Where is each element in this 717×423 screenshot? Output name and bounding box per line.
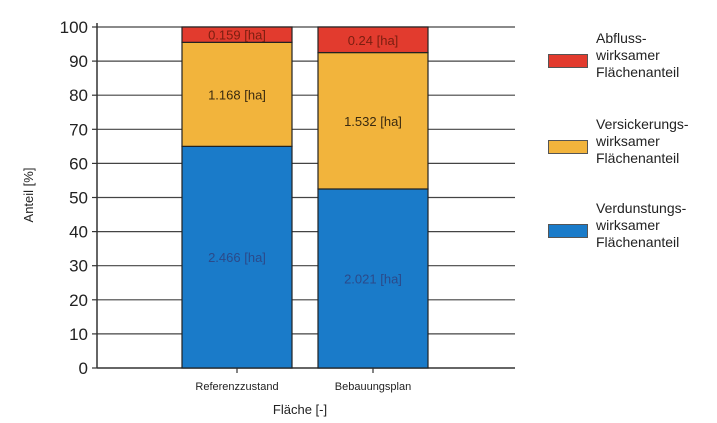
y-tick-label: 90 [69, 52, 88, 71]
grid [92, 26, 515, 369]
y-tick-labels: 0 10 20 30 40 50 60 70 80 90 100 [60, 18, 88, 378]
legend-line: wirksamer [596, 217, 660, 233]
legend-swatch [548, 224, 588, 238]
legend-line: wirksamer [596, 133, 660, 149]
x-axis-label: Fläche [-] [273, 402, 327, 417]
y-tick-label: 60 [69, 154, 88, 173]
x-tick-label: Referenzzustand [195, 381, 278, 393]
legend: Abfluss- wirksamer Flächenanteil Versick… [548, 30, 713, 266]
legend-label: Abfluss- wirksamer Flächenanteil [596, 30, 679, 81]
legend-line: Verdunstungs- [596, 200, 687, 216]
legend-label: Verdunstungs- wirksamer Flächenanteil [596, 200, 686, 251]
legend-swatch [548, 140, 588, 154]
legend-line: Flächenanteil [596, 150, 680, 166]
legend-line: Abfluss- [596, 30, 647, 46]
y-tick-label: 80 [69, 86, 88, 105]
x-tick-label: Bebauungsplan [335, 381, 411, 393]
bars: 2.466 [ha] 1.168 [ha] 0.159 [ha] 2.021 [ha]… [181, 26, 429, 369]
y-tick-label: 100 [60, 18, 88, 37]
y-tick-label: 0 [79, 359, 88, 378]
legend-line: Versickerungs- [596, 116, 689, 132]
data-label: 2.466 [ha] [208, 250, 266, 265]
bar-segment [317, 51, 429, 190]
y-tick-label: 40 [69, 223, 88, 242]
y-tick-label: 20 [69, 291, 88, 310]
data-label: 0.159 [ha] [208, 28, 266, 43]
y-tick-label: 50 [69, 189, 88, 208]
data-label: 1.168 [ha] [208, 87, 266, 102]
legend-line: Flächenanteil [596, 64, 680, 80]
legend-label: Versickerungs- wirksamer Flächenanteil [596, 116, 689, 167]
legend-item-verdunstung: Verdunstungs- wirksamer Flächenanteil [548, 200, 713, 266]
x-tick-labels: Referenzzustand Bebauungsplan [195, 368, 411, 393]
y-tick-label: 70 [69, 120, 88, 139]
bar-segment [317, 188, 429, 369]
legend-item-versickerung: Versickerungs- wirksamer Flächenanteil [548, 116, 713, 194]
data-label: 1.532 [ha] [344, 114, 402, 129]
bar-segment [181, 26, 293, 43]
axes [96, 23, 515, 369]
bar-segment [317, 26, 429, 54]
legend-swatch [548, 54, 588, 68]
y-tick-label: 30 [69, 257, 88, 276]
data-label: 2.021 [ha] [344, 271, 402, 286]
legend-item-abfluss: Abfluss- wirksamer Flächenanteil [548, 30, 713, 96]
legend-line: Flächenanteil [596, 234, 680, 250]
legend-line: wirksamer [596, 47, 660, 63]
bar-segment [181, 41, 293, 147]
y-axis-label: Anteil [%] [21, 168, 36, 223]
y-tick-label: 10 [69, 325, 88, 344]
bar-segment [181, 145, 293, 369]
data-label: 0.24 [ha] [348, 33, 399, 48]
